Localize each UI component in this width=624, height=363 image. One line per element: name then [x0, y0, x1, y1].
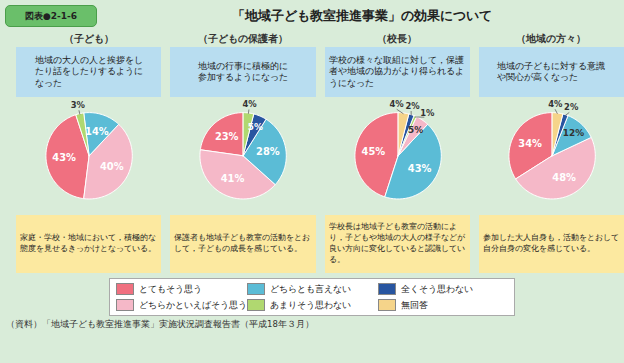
html-text:図表●2-1-6: 図表●2-1-6 [24, 10, 78, 21]
svg-text:43%: 43% [407, 163, 431, 174]
svg-text:34%: 34% [518, 138, 542, 149]
svg-text:4%: 4% [243, 99, 258, 109]
html-text:あまりそう思わない: あまりそう思わない [270, 299, 351, 310]
svg-text:48%: 48% [552, 172, 576, 183]
html-text:とてもそう思う: とてもそう思う [139, 283, 202, 294]
svg-text:41%: 41% [221, 173, 245, 184]
svg-text:40%: 40% [100, 161, 124, 172]
html-text:学校の様々な取組に対して，保護者や地域の協力がより得られるよ: 学校の様々な取組に対して，保護者や地域の協力がより得られるようになった [328, 54, 464, 88]
html-text:（子どもの保護者）: （子どもの保護者） [197, 33, 288, 44]
svg-text:23%: 23% [215, 131, 239, 142]
html-text:無回答: 無回答 [400, 299, 428, 310]
html-text:全くそう思わない: 全くそう思わない [400, 283, 473, 294]
svg-text:14%: 14% [85, 126, 109, 137]
html-text:地域の大人の人と挨拶をし たり話をしたりするように なった: 地域の大人の人と挨拶をし たり話をしたりするように なった [34, 54, 143, 88]
svg-text:3%: 3% [71, 100, 86, 110]
html-text:家庭・学校・地域において，積極的な態度を見せるきっかけとなっ: 家庭・学校・地域において，積極的な態度を見せるきっかけとなっている。 [20, 233, 156, 253]
svg-text:4%: 4% [389, 99, 404, 109]
svg-text:5%: 5% [248, 122, 263, 132]
svg-text:5%: 5% [408, 125, 423, 135]
html-text:（地域の方々）: （地域の方々） [516, 33, 587, 44]
html-text:保護者も地域子ども教室の活動をとおして，子どもの成長を感じて: 保護者も地域子ども教室の活動をとおして，子どもの成長を感じている。 [174, 233, 311, 253]
html-text:（校長）: （校長） [377, 33, 418, 44]
svg-text:1%: 1% [420, 108, 435, 118]
html-text:どちらとも言えない: どちらとも言えない [270, 283, 351, 294]
svg-text:43%: 43% [52, 152, 76, 163]
html-text:学校長は地域子ども教室の活動により，子どもや地域の大人の様子: 学校長は地域子ども教室の活動により，子どもや地域の大人の様子などが良い方向に変化… [328, 222, 465, 264]
svg-text:45%: 45% [361, 146, 385, 157]
html-text:参加した大人自身も，活動をとおして自分自身の変化を感じている: 参加した大人自身も，活動をとおして自分自身の変化を感じている。 [482, 233, 619, 253]
html-text:どちらかといえばそう思う: どちらかといえばそう思う [139, 299, 247, 310]
html-text:（資料）「地域子ども教室推進事業」実施状況調査報告書（平成1: （資料）「地域子ども教室推進事業」実施状況調査報告書（平成18年３月） [6, 319, 314, 329]
html-text:（子ども）: （子ども） [63, 33, 114, 44]
html-text:地域の子どもに対する意識 や関心が高くなった: 地域の子どもに対する意識 や関心が高くなった [497, 60, 606, 82]
svg-text:4%: 4% [548, 99, 563, 109]
html-text:「地域子ども教室推進事業」の効果について: 「地域子ども教室推進事業」の効果について [231, 8, 492, 23]
svg-text:28%: 28% [256, 146, 280, 157]
html-text:地域の行事に積極的に 参加するようになった: 地域の行事に積極的に 参加するようになった [197, 60, 288, 82]
svg-text:2%: 2% [405, 101, 420, 111]
svg-text:12%: 12% [563, 128, 584, 138]
svg-text:2%: 2% [564, 102, 579, 112]
